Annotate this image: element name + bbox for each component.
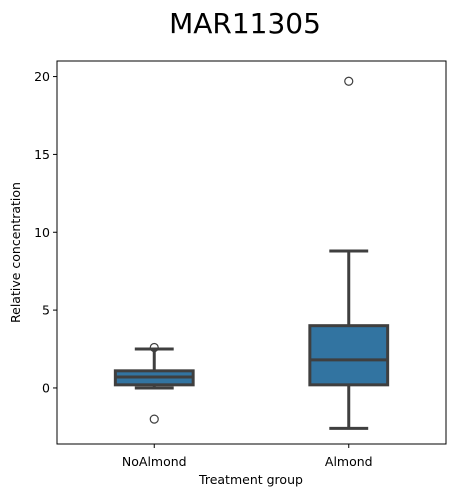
y-tick-label: 15 bbox=[34, 147, 50, 162]
plot-area bbox=[113, 76, 390, 430]
chart-title: MAR11305 bbox=[169, 7, 321, 40]
plot-frame bbox=[56, 60, 447, 445]
y-tick-label: 20 bbox=[34, 69, 50, 84]
x-axis-label: Treatment group bbox=[198, 472, 303, 487]
box-group bbox=[308, 76, 390, 430]
outlier-point bbox=[149, 342, 159, 353]
box-iqr bbox=[308, 324, 390, 387]
y-axis: 0 5 10 15 20 bbox=[34, 69, 57, 395]
x-axis: NoAlmond Almond bbox=[122, 444, 373, 469]
outlier-point bbox=[149, 414, 159, 424]
y-axis-label: Relative concentration bbox=[8, 182, 23, 323]
y-tick-label: 5 bbox=[42, 303, 50, 318]
box-group bbox=[113, 342, 195, 424]
y-tick-label: 10 bbox=[34, 225, 50, 240]
y-tick-label: 0 bbox=[42, 380, 50, 395]
x-tick-label: Almond bbox=[325, 454, 373, 469]
outlier-point bbox=[344, 76, 354, 86]
x-tick-label: NoAlmond bbox=[122, 454, 187, 469]
